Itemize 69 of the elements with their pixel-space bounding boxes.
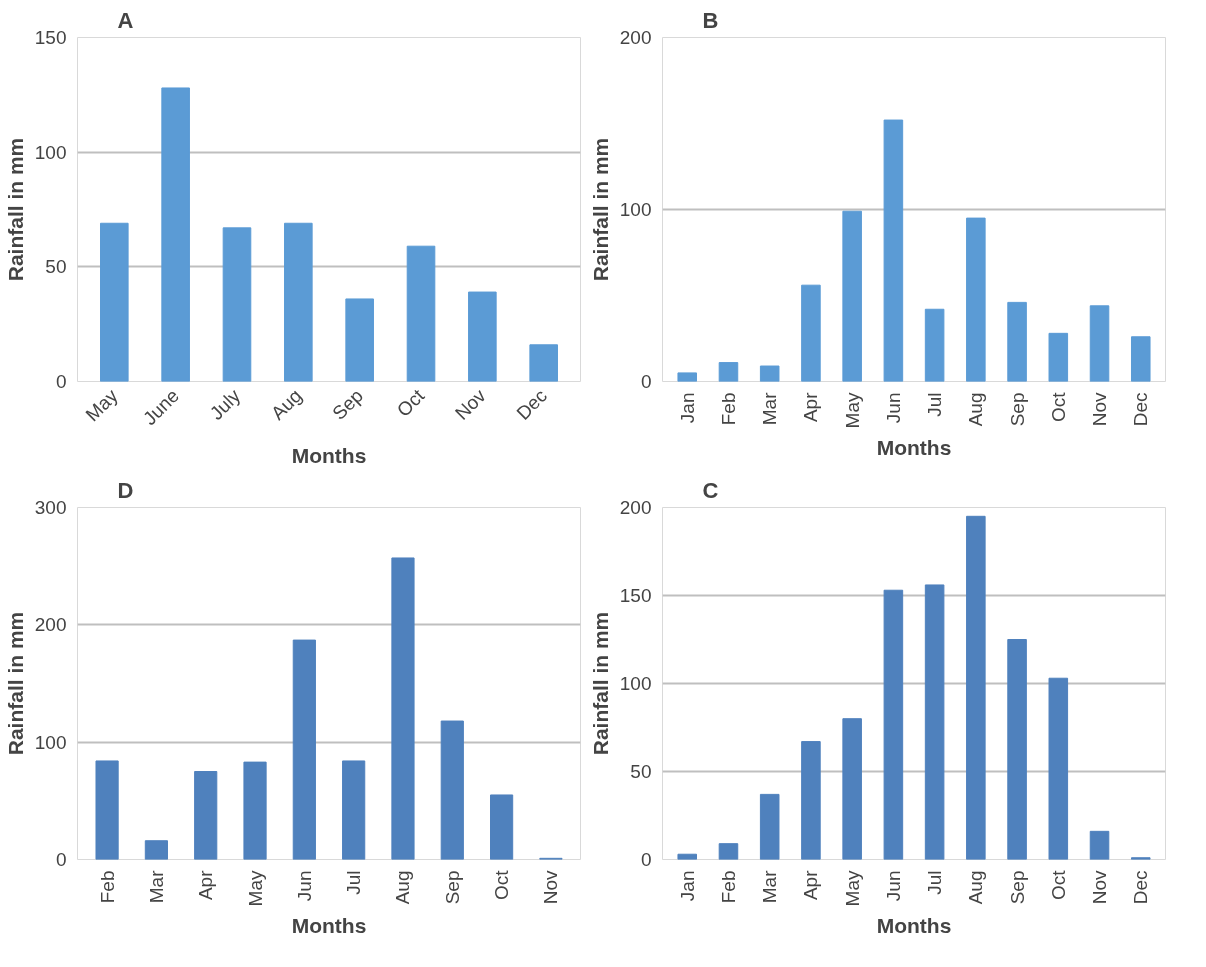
y-tick-label: 0 — [640, 371, 652, 392]
x-tick-label: Jul — [924, 870, 946, 895]
y-tick-label: 0 — [55, 849, 67, 870]
x-tick-label: Feb — [96, 870, 118, 904]
x-tick-label: Oct — [392, 384, 429, 421]
x-tick-label: Jan — [676, 870, 698, 902]
y-tick-label: 200 — [619, 27, 652, 48]
x-tick-label: Aug — [965, 870, 987, 905]
x-tick-label: Feb — [717, 392, 739, 426]
x-tick-label: Nov — [1089, 392, 1111, 427]
y-tick-label: 100 — [619, 673, 652, 694]
y-tick-label: 100 — [34, 731, 67, 753]
chart-title: C — [702, 477, 719, 503]
x-tick-label: May — [244, 870, 266, 907]
y-tick-label: 200 — [619, 497, 652, 518]
x-tick-label: Aug — [267, 385, 306, 424]
x-tick-label: Nov — [1089, 870, 1111, 905]
y-axis-title: Rainfall in mm — [588, 137, 612, 282]
chart-title: B — [702, 7, 719, 33]
chart-title: A — [117, 7, 134, 33]
x-tick-label: Aug — [392, 870, 414, 905]
x-tick-label: May — [841, 392, 863, 429]
x-axis-title: Months — [876, 914, 952, 938]
y-tick-label: 50 — [630, 761, 652, 782]
x-tick-label: Dec — [1130, 870, 1152, 905]
x-axis-title: Months — [291, 914, 367, 938]
x-tick-label: Jul — [343, 870, 365, 895]
x-axis-title: Months — [876, 436, 952, 460]
x-tick-label: May — [841, 870, 863, 907]
chart-title: D — [117, 477, 134, 503]
x-tick-label: Apr — [800, 869, 822, 901]
x-tick-label: Aug — [965, 392, 987, 427]
x-tick-label: Sep — [441, 870, 463, 905]
x-tick-label: Jan — [676, 392, 698, 424]
x-tick-label: Dec — [1130, 392, 1152, 427]
y-tick-label: 200 — [34, 614, 67, 636]
x-tick-label: Jun — [882, 870, 904, 902]
x-tick-label: Mar — [759, 391, 781, 426]
x-tick-label: Sep — [1006, 870, 1028, 905]
x-tick-label: Jun — [882, 392, 904, 424]
x-tick-label: Sep — [1006, 392, 1028, 427]
x-tick-label: July — [205, 384, 245, 424]
x-tick-label: Sep — [328, 385, 368, 424]
x-tick-label: Nov — [451, 384, 491, 424]
y-tick-label: 100 — [34, 141, 67, 163]
y-tick-label: 50 — [45, 256, 67, 278]
y-axis-title: Rainfall in mm — [588, 611, 612, 756]
x-tick-label: Mar — [145, 869, 167, 904]
y-tick-label: 0 — [55, 371, 67, 392]
y-axis-title: Rainfall in mm — [3, 137, 27, 282]
y-tick-label: 150 — [619, 585, 652, 606]
x-tick-label: Dec — [512, 385, 552, 424]
x-tick-label: Oct — [1047, 869, 1069, 901]
x-tick-label: Mar — [759, 869, 781, 904]
x-tick-label: Nov — [540, 870, 562, 905]
x-tick-label: Jun — [293, 870, 315, 902]
x-tick-label: Apr — [800, 391, 822, 423]
x-tick-label: Oct — [1047, 391, 1069, 423]
y-tick-label: 100 — [619, 199, 652, 220]
y-tick-label: 150 — [34, 27, 67, 48]
x-tick-label: Jul — [924, 392, 946, 417]
y-tick-label: 0 — [640, 849, 652, 870]
x-tick-label: May — [81, 384, 123, 426]
x-tick-label: Apr — [195, 869, 217, 901]
x-axis-title: Months — [291, 444, 367, 468]
x-tick-label: Feb — [717, 870, 739, 904]
y-tick-label: 300 — [34, 497, 67, 518]
y-axis-title: Rainfall in mm — [3, 611, 27, 756]
x-tick-label: Oct — [491, 869, 513, 901]
